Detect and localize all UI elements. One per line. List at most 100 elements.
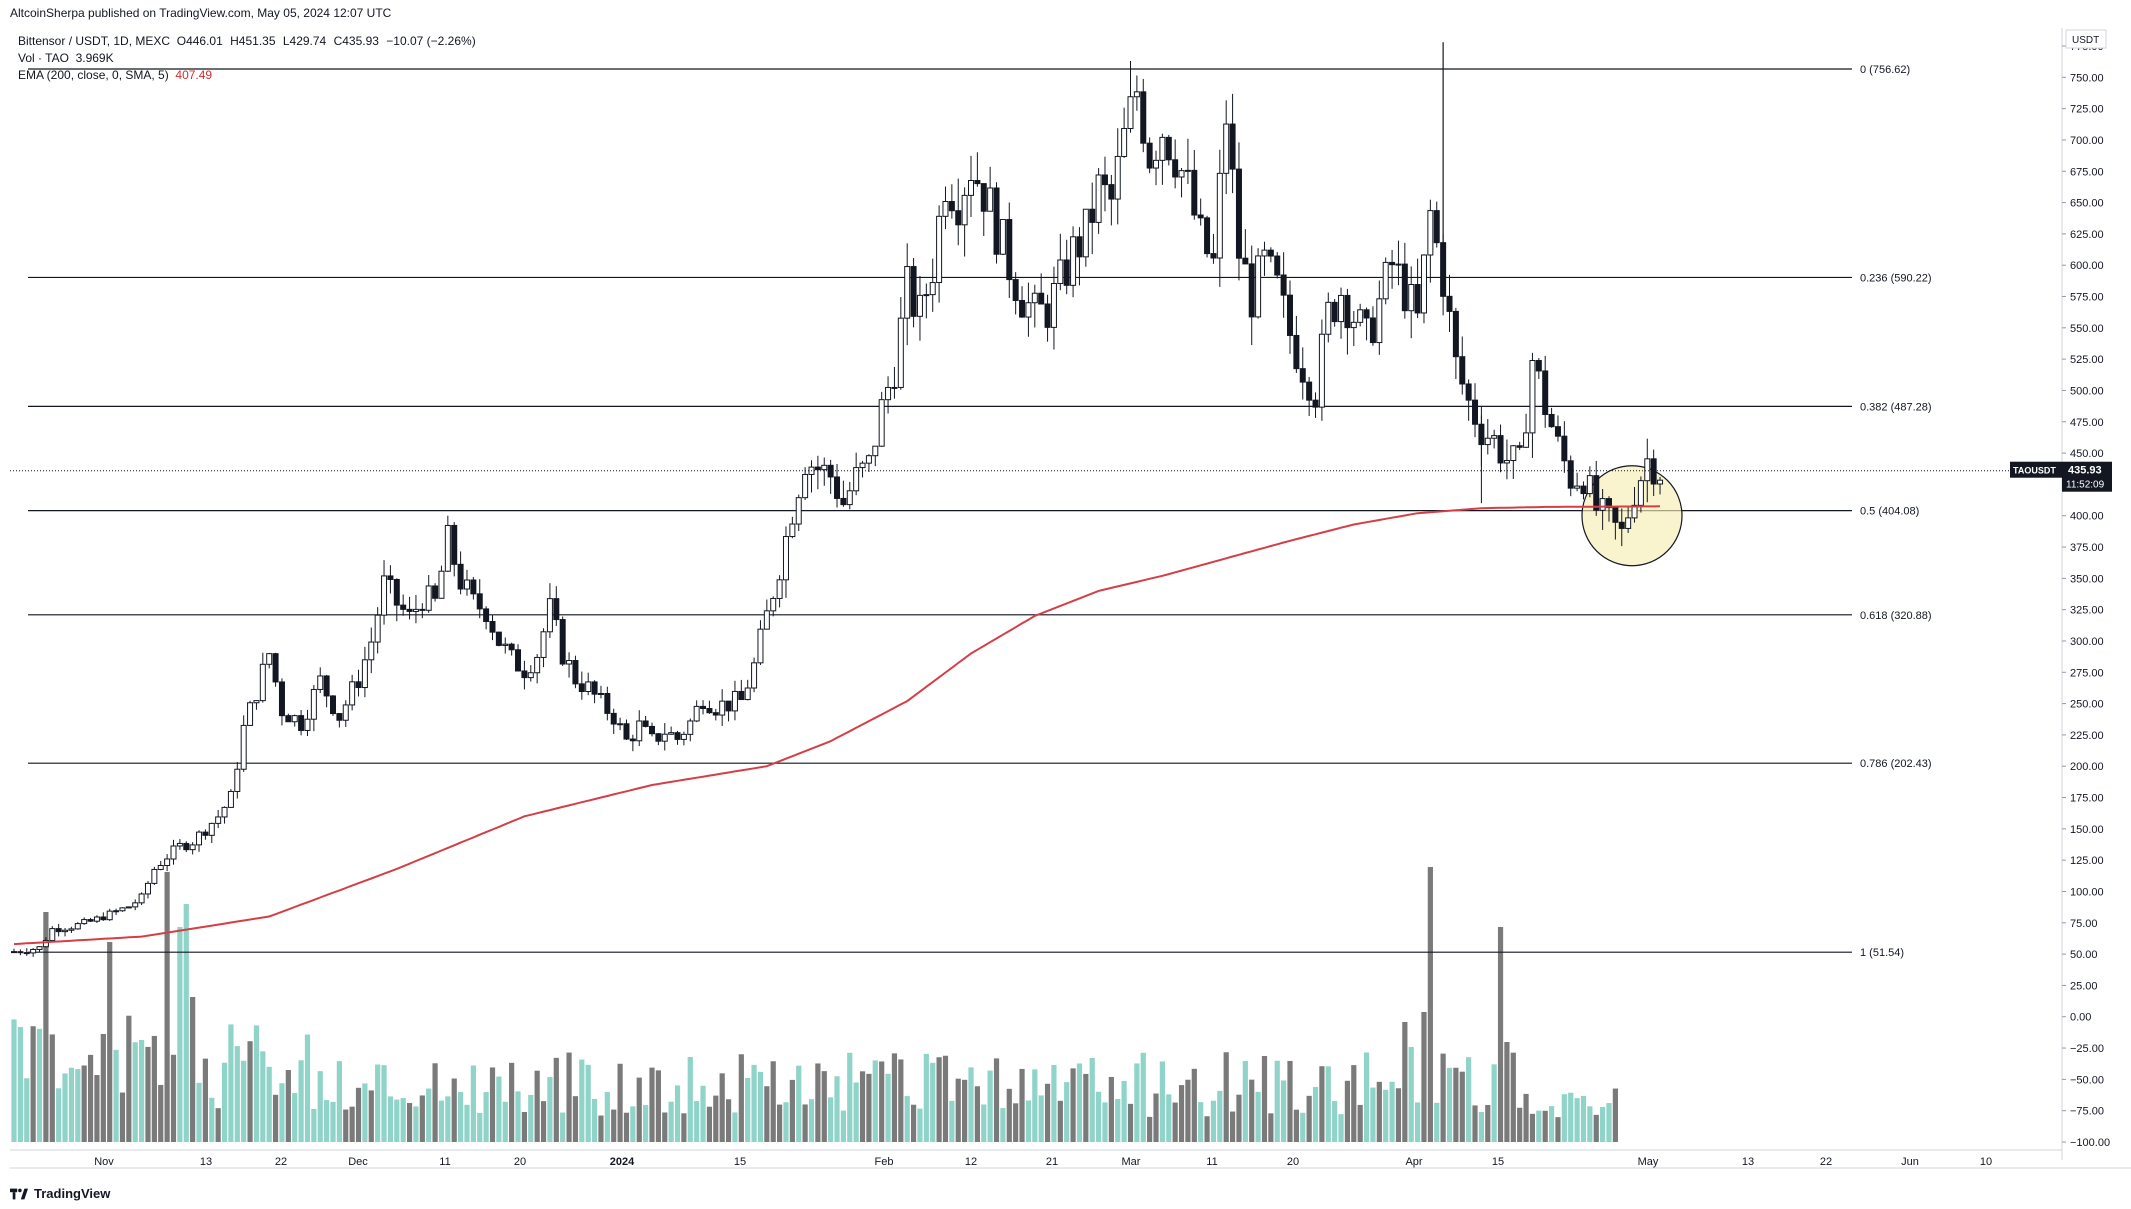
y-tick-label: 25.00 xyxy=(2070,980,2098,992)
volume-bar xyxy=(917,1108,923,1142)
candle-body xyxy=(1465,383,1472,401)
candle-body xyxy=(1159,136,1166,161)
candle-body xyxy=(1618,521,1625,529)
volume-bar xyxy=(1612,1088,1618,1142)
ema-value: 407.49 xyxy=(175,68,213,82)
candle-body xyxy=(81,919,88,925)
candle-body xyxy=(234,768,241,792)
volume-bar xyxy=(260,1051,266,1142)
candle-body xyxy=(687,720,694,735)
candle-body xyxy=(1280,274,1287,296)
volume-bar xyxy=(1223,1052,1229,1142)
candle-body xyxy=(1216,172,1223,259)
candle-body xyxy=(23,952,30,955)
volume-bar xyxy=(840,1110,846,1142)
volume-bar xyxy=(1408,1047,1414,1142)
candle-body xyxy=(304,718,311,731)
candle-body xyxy=(68,928,75,931)
y-tick-label: 450.00 xyxy=(2070,448,2104,460)
candle-body xyxy=(1554,426,1561,437)
x-tick-label: Apr xyxy=(1405,1156,1422,1168)
volume-bar xyxy=(496,1076,502,1142)
volume-bar xyxy=(1159,1061,1165,1142)
volume-bar xyxy=(572,1096,579,1142)
volume-bar xyxy=(292,1093,298,1142)
candle-body xyxy=(11,951,17,954)
candle-body xyxy=(1510,445,1517,462)
volume-bar xyxy=(770,1061,776,1142)
candle-body xyxy=(655,733,662,742)
volume-bar xyxy=(177,927,183,1142)
candle-body xyxy=(1306,381,1313,401)
volume-bar xyxy=(158,1084,164,1142)
candle-body xyxy=(1197,214,1204,219)
volume-bar xyxy=(330,1101,336,1142)
candle-body xyxy=(1089,208,1096,223)
candle-body xyxy=(1006,219,1013,281)
volume-bar xyxy=(1325,1066,1331,1142)
candle-body xyxy=(936,215,943,284)
candle-body xyxy=(1114,155,1121,200)
tradingview-footer[interactable]: TradingView xyxy=(10,1186,110,1201)
volume-bar xyxy=(355,1087,362,1142)
candle-body xyxy=(1235,168,1242,259)
volume-bar xyxy=(630,1106,636,1142)
volume-bar xyxy=(636,1077,642,1142)
candle-body xyxy=(1121,127,1128,157)
volume-bar xyxy=(1446,1067,1453,1142)
volume-bar xyxy=(783,1102,789,1142)
candle-body xyxy=(534,656,541,674)
volume-bar xyxy=(993,1058,1000,1142)
candle-body xyxy=(1108,184,1115,200)
volume-bar xyxy=(1038,1095,1044,1142)
candle-body xyxy=(1338,294,1345,323)
volume-bar xyxy=(681,1113,687,1142)
candle-body xyxy=(827,464,834,478)
y-tick-label: 175.00 xyxy=(2070,793,2104,805)
volume-bar xyxy=(1548,1106,1555,1142)
candle-body xyxy=(623,723,630,740)
volume-bar xyxy=(1523,1093,1529,1142)
candle-body xyxy=(974,179,981,185)
candle-body xyxy=(821,464,828,471)
candle-body xyxy=(878,399,885,447)
volume-bar xyxy=(1459,1071,1465,1142)
volume-bar xyxy=(904,1096,910,1142)
candle-body xyxy=(1325,301,1332,335)
volume-bar xyxy=(483,1092,489,1142)
fib-level-label: 1 (51.54) xyxy=(1860,947,1904,959)
candle-body xyxy=(393,579,400,606)
candle-body xyxy=(240,724,247,770)
candle-body xyxy=(776,579,783,599)
candle-body xyxy=(1376,298,1383,344)
candle-body xyxy=(1082,208,1089,258)
volume-bar xyxy=(202,1058,208,1142)
volume-label: Vol · TAO xyxy=(18,51,69,65)
x-tick-label: Dec xyxy=(348,1156,368,1168)
volume-bar xyxy=(241,1060,247,1142)
volume-bar xyxy=(687,1056,693,1142)
candle-body xyxy=(476,593,483,610)
candle-body xyxy=(706,708,713,714)
candle-body xyxy=(719,700,726,716)
y-tick-label: −75.00 xyxy=(2070,1106,2104,1118)
candle-body xyxy=(438,570,445,599)
volume-bar xyxy=(706,1106,713,1142)
volume-bar xyxy=(30,1026,36,1142)
volume-bar xyxy=(1191,1068,1197,1142)
volume-bar xyxy=(477,1112,483,1142)
volume-bar xyxy=(1153,1093,1159,1142)
candle-body xyxy=(470,579,477,595)
change-value: −10.07 (−2.26%) xyxy=(386,34,476,48)
volume-bar xyxy=(1383,1089,1389,1142)
y-tick-label: −100.00 xyxy=(2070,1137,2110,1149)
candle-body xyxy=(336,713,343,721)
candle-body xyxy=(1318,333,1325,408)
currency-box[interactable] xyxy=(2065,29,2107,49)
volume-bar xyxy=(1064,1082,1070,1142)
candle-body xyxy=(591,681,598,695)
volume-bar xyxy=(1561,1094,1567,1142)
candle-body xyxy=(451,524,458,565)
volume-bar xyxy=(579,1059,585,1142)
